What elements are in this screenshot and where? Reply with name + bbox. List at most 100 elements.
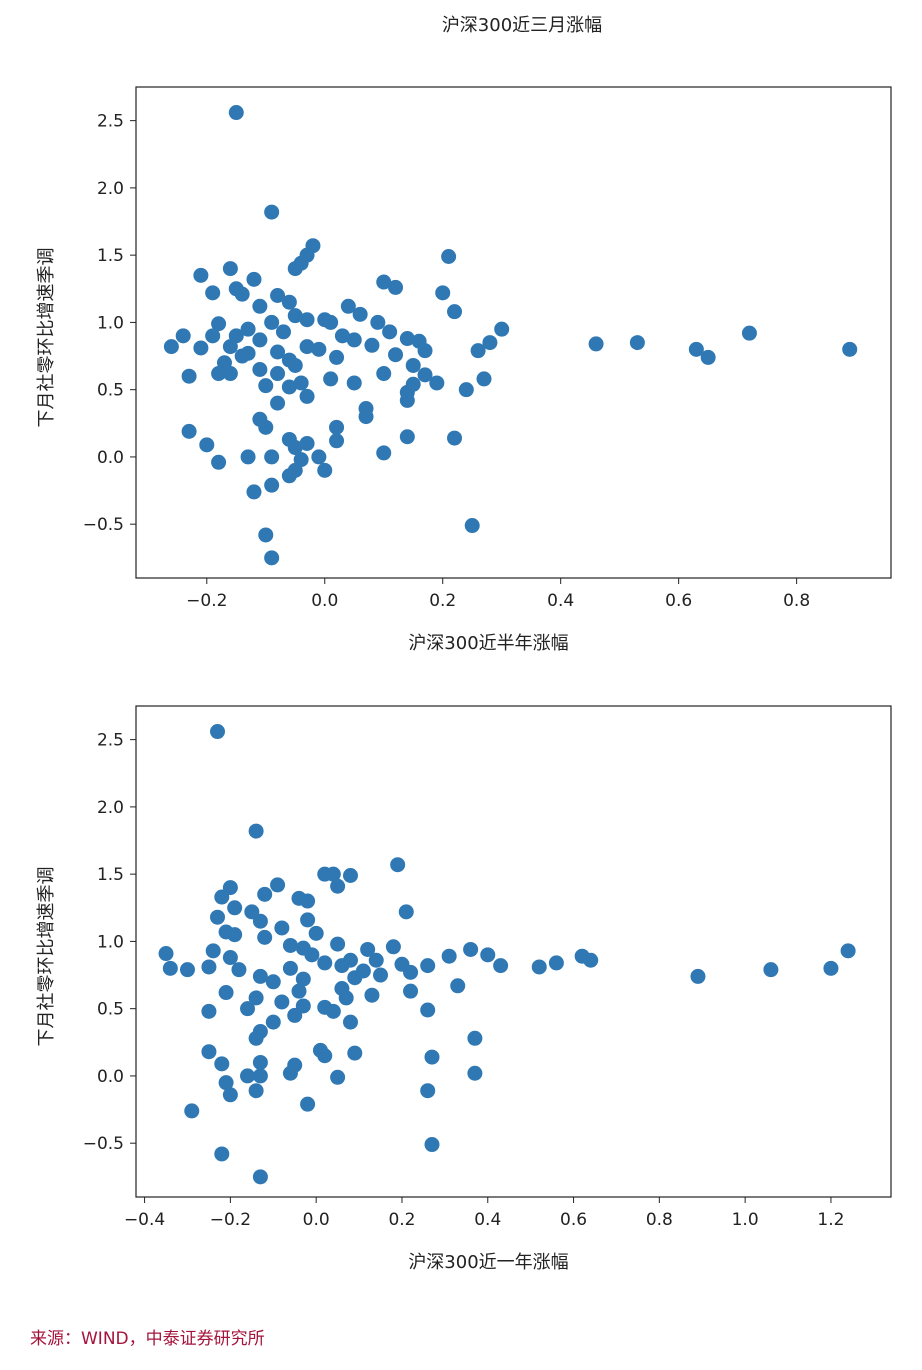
data-point xyxy=(293,375,309,391)
data-point xyxy=(329,419,345,435)
y-tick-label: 0.5 xyxy=(97,1000,124,1020)
data-point xyxy=(300,912,316,928)
data-point xyxy=(342,867,358,883)
data-point xyxy=(264,550,280,566)
plot-frame xyxy=(135,86,892,579)
data-point xyxy=(252,968,268,984)
data-point xyxy=(376,366,392,382)
data-point xyxy=(424,1049,440,1065)
data-point xyxy=(270,366,286,382)
x-tick-label: 0.2 xyxy=(388,1210,415,1230)
data-point xyxy=(214,889,230,905)
data-point xyxy=(347,1045,363,1061)
x-axis-label: 沪深300近半年涨幅 xyxy=(408,633,568,654)
data-point xyxy=(205,943,221,959)
y-tick-label: 0.5 xyxy=(97,381,124,401)
data-point xyxy=(287,261,303,277)
data-point xyxy=(823,960,839,976)
data-point xyxy=(317,462,333,478)
data-point xyxy=(291,983,307,999)
source-note: 来源：WIND，中泰证券研究所 xyxy=(30,1329,265,1349)
y-axis-label: 下月社零环比增速季调 xyxy=(36,867,57,1047)
data-point xyxy=(588,336,604,352)
data-point xyxy=(346,332,362,348)
y-tick-label: 1.5 xyxy=(97,865,124,885)
data-point xyxy=(299,312,315,328)
data-point xyxy=(274,920,290,936)
data-point xyxy=(211,366,227,382)
data-point xyxy=(282,937,298,953)
y-tick-label: 1.5 xyxy=(97,246,124,266)
data-point xyxy=(358,409,374,425)
data-point xyxy=(265,1014,281,1030)
data-point xyxy=(398,904,414,920)
data-point xyxy=(252,332,268,348)
data-point xyxy=(193,267,209,283)
data-point xyxy=(158,946,174,962)
data-point xyxy=(493,958,509,974)
data-point xyxy=(248,990,264,1006)
x-tick-label: 1.0 xyxy=(732,1210,759,1230)
data-point xyxy=(420,958,436,974)
data-point xyxy=(295,971,311,987)
data-point xyxy=(264,477,280,493)
data-point xyxy=(388,279,404,295)
data-point xyxy=(222,950,238,966)
data-point xyxy=(201,1003,217,1019)
figure: 沪深300近三月涨幅 −0.2 0.0 0.2 0.4 0.6 0.8 −0.5 0.0 0.5… xyxy=(36,15,892,1273)
data-point xyxy=(252,913,268,929)
data-point xyxy=(274,994,290,1010)
data-point xyxy=(234,286,250,302)
data-point xyxy=(467,1065,483,1081)
data-point xyxy=(184,1103,200,1119)
data-point xyxy=(364,337,380,353)
y-tick-label: −0.5 xyxy=(83,515,124,535)
data-point xyxy=(193,340,209,356)
data-point xyxy=(458,382,474,398)
x-axis-label: 沪深300近一年涨幅 xyxy=(408,1252,568,1273)
data-point xyxy=(181,368,197,384)
data-point xyxy=(281,468,297,484)
data-point xyxy=(300,1096,316,1112)
scatter-chart-one-year: −0.4 −0.2 0.0 0.2 0.4 0.6 0.8 1.0 1.2 −0.5 0.0 0.5 1… xyxy=(36,705,892,1273)
data-point xyxy=(364,987,380,1003)
data-point xyxy=(201,959,217,975)
y-tick-label: 0.0 xyxy=(97,448,124,468)
data-point xyxy=(258,419,274,435)
x-tick-label: 0.6 xyxy=(560,1210,587,1230)
data-point xyxy=(258,378,274,394)
data-point xyxy=(334,328,350,344)
data-point xyxy=(227,927,243,943)
data-point xyxy=(325,866,341,882)
data-point xyxy=(246,484,262,500)
data-point xyxy=(338,990,354,1006)
data-point xyxy=(214,1146,230,1162)
data-point xyxy=(270,877,286,893)
x-tick-label: 1.2 xyxy=(817,1210,844,1230)
data-point xyxy=(281,294,297,310)
data-point xyxy=(252,1054,268,1070)
x-tick-label: −0.2 xyxy=(186,591,227,611)
data-point xyxy=(376,445,392,461)
data-point xyxy=(287,357,303,373)
data-point xyxy=(265,974,281,990)
y-tick-label: 2.0 xyxy=(97,179,124,199)
data-point xyxy=(252,298,268,314)
data-point xyxy=(252,1169,268,1185)
data-point xyxy=(420,1083,436,1099)
data-point xyxy=(388,347,404,363)
data-point xyxy=(323,371,339,387)
data-point xyxy=(424,1137,440,1153)
data-point xyxy=(222,366,238,382)
data-point xyxy=(282,1065,298,1081)
data-point xyxy=(325,1003,341,1019)
data-point xyxy=(330,936,346,952)
data-point xyxy=(352,306,368,322)
data-point xyxy=(342,1014,358,1030)
data-point xyxy=(441,248,457,264)
data-point xyxy=(248,823,264,839)
y-tick-label: 2.5 xyxy=(97,112,124,132)
y-tick-label: 0.0 xyxy=(97,1067,124,1087)
data-point xyxy=(287,1007,303,1023)
y-tick-label: −0.5 xyxy=(83,1134,124,1154)
